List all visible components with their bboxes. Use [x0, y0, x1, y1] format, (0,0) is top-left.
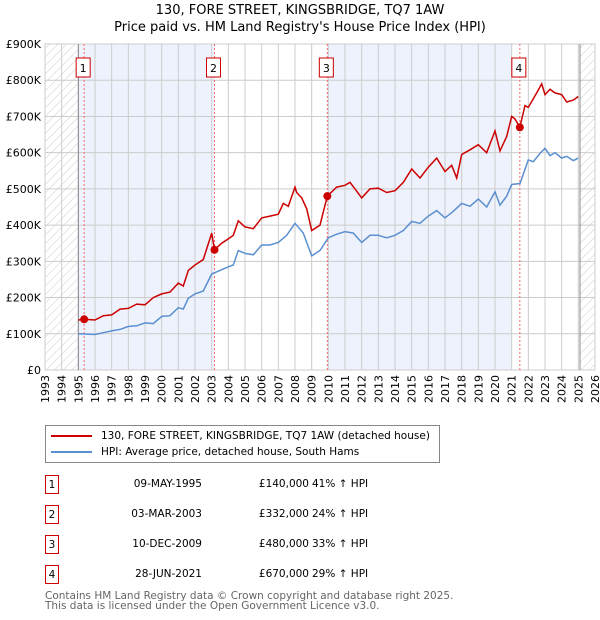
sale-date: 10-DEC-2009 — [132, 538, 202, 550]
y-tick-label: £300K — [6, 255, 42, 268]
x-tick-label: 2014 — [389, 375, 402, 403]
sale-number-badge: 1 — [45, 475, 59, 494]
sale-number-badge: 3 — [45, 535, 59, 554]
sale-number-badge: 2 — [45, 505, 59, 524]
y-tick-label: £800K — [6, 74, 42, 87]
x-tick-label: 1998 — [122, 375, 135, 403]
y-tick-label: £400K — [6, 219, 42, 232]
legend-label: HPI: Average price, detached house, Sout… — [101, 446, 360, 458]
transaction-row: 2 03-MAR-2003 £332,000 24% ↑ HPI — [45, 505, 445, 525]
x-tick-label: 1994 — [56, 375, 69, 403]
sale-label: 4 — [515, 62, 522, 75]
x-tick-label: 2012 — [356, 375, 369, 403]
x-tick-label: 2016 — [422, 375, 435, 403]
legend-swatch — [51, 451, 92, 453]
chart-title: 130, FORE STREET, KINGSBRIDGE, TQ7 1AW — [155, 3, 445, 18]
sale-point — [515, 123, 524, 132]
sale-date: 28-JUN-2021 — [135, 568, 202, 580]
sale-price: £140,000 — [258, 478, 309, 490]
x-tick-label: 1999 — [139, 375, 152, 403]
sale-number-badge: 4 — [45, 565, 59, 584]
x-tick-label: 1996 — [89, 375, 102, 403]
sale-date: 03-MAR-2003 — [131, 508, 202, 520]
y-tick-label: £100K — [6, 328, 42, 341]
x-tick-label: 2018 — [456, 375, 469, 403]
x-tick-label: 2020 — [489, 375, 502, 403]
x-tick-label: 2002 — [189, 375, 202, 403]
sale-label-box — [75, 57, 91, 78]
x-tick-label: 2017 — [439, 375, 452, 403]
x-tick-label: 2007 — [272, 375, 285, 403]
y-tick-label: £500K — [6, 183, 42, 196]
x-tick-label: 2010 — [322, 375, 335, 403]
x-tick-label: 1997 — [106, 375, 119, 403]
hpi-change: 29% ↑ HPI — [312, 568, 369, 580]
hpi-change: 24% ↑ HPI — [312, 508, 369, 520]
property-price-line — [78, 81, 579, 321]
x-tick-label: 2009 — [306, 375, 319, 403]
x-tick-label: 2006 — [256, 375, 269, 403]
transaction-row: 1 09-MAY-1995 £140,000 41% ↑ HPI — [45, 475, 445, 495]
legend-swatch — [51, 435, 92, 437]
x-tick-label: 2013 — [372, 375, 385, 403]
sale-label-box — [318, 57, 334, 78]
x-tick-label: 1995 — [72, 375, 85, 403]
x-tick-label: 2005 — [239, 375, 252, 403]
plot-border — [44, 43, 596, 371]
transaction-row: 3 10-DEC-2009 £480,000 33% ↑ HPI — [45, 535, 445, 555]
sale-label-box — [511, 57, 527, 78]
x-tick-label: 2003 — [206, 375, 219, 403]
x-tick-label: 2004 — [222, 375, 235, 403]
x-tick-label: 2026 — [589, 375, 600, 403]
y-tick-label: £600K — [6, 147, 42, 160]
sale-price: £670,000 — [258, 568, 309, 580]
y-tick-label: £700K — [6, 110, 42, 123]
legend: 130, FORE STREET, KINGSBRIDGE, TQ7 1AW (… — [45, 425, 440, 463]
x-tick-label: 2000 — [156, 375, 169, 403]
x-tick-label: 2001 — [172, 375, 185, 403]
x-tick-label: 2022 — [522, 375, 535, 403]
sale-label: 1 — [80, 62, 87, 75]
x-tick-label: 2024 — [556, 375, 569, 403]
sale-label: 3 — [323, 62, 330, 75]
y-tick-label: £900K — [6, 38, 42, 51]
x-tick-label: 2019 — [472, 375, 485, 403]
no-data-hatch — [580, 44, 595, 370]
hpi-change: 33% ↑ HPI — [312, 538, 369, 550]
x-tick-label: 2008 — [289, 375, 302, 403]
x-tick-label: 2015 — [406, 375, 419, 403]
hpi-change: 41% ↑ HPI — [312, 478, 369, 490]
sale-price: £480,000 — [258, 538, 309, 550]
chart-subtitle: Price paid vs. HM Land Registry's House … — [114, 20, 486, 35]
sale-label-box — [206, 57, 221, 78]
legend-item-property: 130, FORE STREET, KINGSBRIDGE, TQ7 1AW (… — [51, 428, 430, 444]
footer-copyright: Contains HM Land Registry data © Crown c… — [45, 590, 454, 602]
ownership-period-band — [327, 44, 512, 370]
price-chart: 1993 1994 1995 1996 1997 1998 1999 2000 2001 2002… — [6, 38, 600, 403]
sale-label: 2 — [210, 62, 217, 75]
x-tick-label: 2023 — [539, 375, 552, 403]
x-tick-label: 2011 — [339, 375, 352, 403]
legend-item-hpi: HPI: Average price, detached house, Sout… — [51, 444, 359, 460]
sale-point — [210, 245, 219, 254]
x-tick-label: 1993 — [39, 375, 52, 403]
transaction-row: 4 28-JUN-2021 £670,000 29% ↑ HPI — [45, 565, 445, 585]
ownership-period-band — [78, 44, 215, 370]
x-tick-label: 2021 — [506, 375, 519, 403]
sale-point — [323, 192, 332, 201]
y-tick-label: £200K — [6, 292, 42, 305]
x-tick-label: 2025 — [572, 375, 585, 403]
legend-label: 130, FORE STREET, KINGSBRIDGE, TQ7 1AW (… — [101, 430, 430, 442]
footer-licence: This data is licensed under the Open Gov… — [45, 600, 380, 612]
hpi-line — [78, 147, 579, 336]
sale-price: £332,000 — [258, 508, 309, 520]
sale-date: 09-MAY-1995 — [133, 478, 202, 490]
sale-point — [80, 315, 89, 324]
y-tick-label: £0 — [27, 364, 41, 377]
